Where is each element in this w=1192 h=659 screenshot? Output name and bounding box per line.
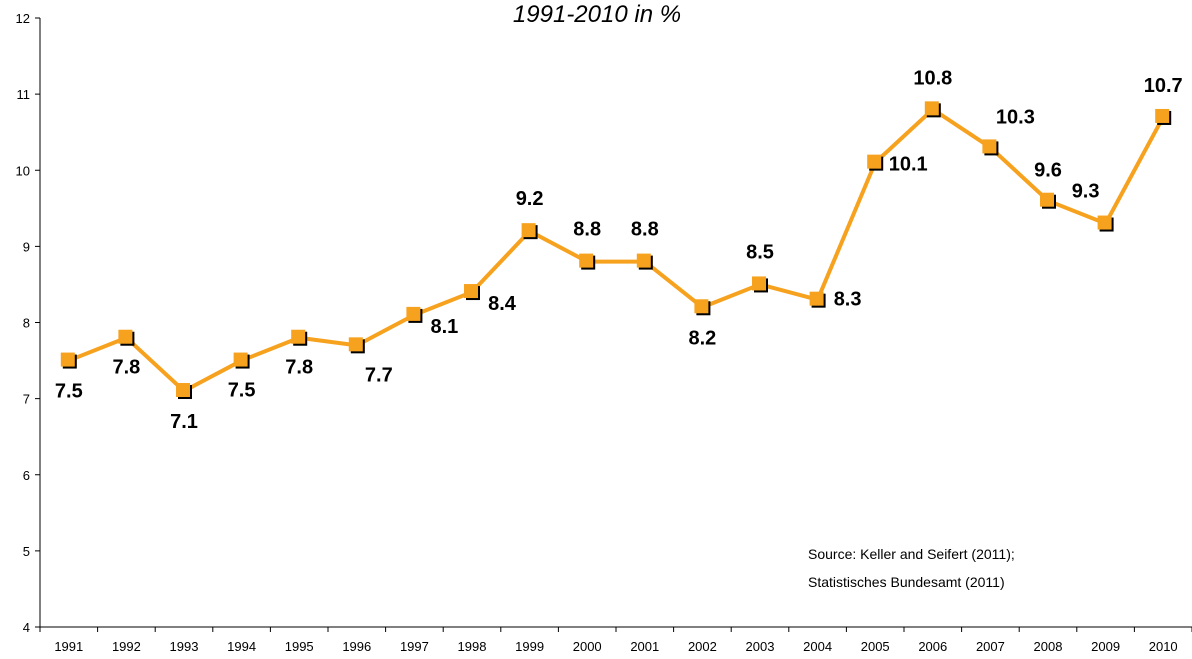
- x-tick-label: 2002: [688, 639, 717, 654]
- x-tick-label: 1999: [515, 639, 544, 654]
- data-label: 8.8: [573, 219, 601, 241]
- x-tick-label: 2009: [1091, 639, 1120, 654]
- marker: [291, 329, 306, 344]
- y-tick-label: 11: [17, 87, 31, 102]
- marker: [406, 306, 421, 321]
- x-tick-label: 1996: [342, 639, 371, 654]
- data-label: 10.3: [996, 106, 1035, 128]
- x-tick-label: 1998: [458, 639, 487, 654]
- source-note: Statistisches Bundesamt (2011): [808, 574, 1005, 590]
- data-label: 8.2: [688, 327, 716, 349]
- marker: [60, 352, 75, 367]
- data-label: 10.8: [913, 67, 952, 89]
- data-label: 8.1: [430, 316, 458, 338]
- data-label: 9.3: [1072, 181, 1100, 203]
- x-tick-label: 1992: [112, 639, 141, 654]
- y-tick-label: 5: [23, 544, 30, 559]
- marker: [867, 154, 882, 169]
- data-label: 7.1: [170, 411, 198, 433]
- x-tick-label: 1991: [54, 639, 83, 654]
- x-tick-label: 2010: [1149, 639, 1178, 654]
- data-label: 7.5: [55, 381, 83, 403]
- marker: [464, 284, 478, 299]
- y-tick-label: 8: [23, 316, 30, 331]
- y-tick-label: 6: [23, 468, 30, 483]
- marker: [636, 253, 651, 268]
- x-tick-label: 2003: [746, 639, 775, 654]
- data-label: 9.2: [516, 188, 544, 210]
- marker: [809, 291, 824, 306]
- marker: [348, 337, 363, 352]
- x-tick-label: 2005: [861, 639, 890, 654]
- x-tick-label: 2007: [976, 639, 1005, 654]
- data-label: 7.7: [365, 364, 393, 386]
- marker: [579, 253, 594, 268]
- x-tick-label: 1997: [400, 639, 429, 654]
- y-tick-label: 7: [23, 392, 30, 407]
- marker: [924, 101, 939, 116]
- marker: [982, 139, 997, 154]
- marker: [694, 299, 709, 314]
- y-tick-label: 10: [16, 163, 30, 178]
- marker: [176, 383, 190, 398]
- x-tick-label: 2004: [803, 639, 832, 654]
- y-tick-label: 9: [23, 239, 30, 254]
- x-tick-label: 1993: [170, 639, 199, 654]
- data-label: 9.6: [1034, 160, 1062, 182]
- x-tick-label: 2000: [573, 639, 602, 654]
- y-tick-label: 4: [23, 620, 30, 635]
- data-label: 7.5: [228, 380, 256, 402]
- marker: [1040, 192, 1054, 207]
- x-tick-label: 1994: [227, 639, 256, 654]
- y-tick-label: 12: [16, 11, 30, 26]
- chart-title: 1991-2010 in %: [513, 1, 681, 28]
- x-tick-label: 2001: [630, 639, 659, 654]
- x-tick-label: 2008: [1034, 639, 1063, 654]
- marker: [233, 352, 248, 367]
- x-tick-label: 2006: [918, 639, 947, 654]
- data-label: 10.1: [889, 154, 928, 176]
- data-label: 8.3: [834, 289, 862, 311]
- data-label: 8.8: [631, 219, 659, 241]
- data-label: 7.8: [112, 357, 140, 379]
- marker: [1155, 108, 1170, 123]
- data-label: 7.8: [285, 357, 313, 379]
- marker: [1097, 215, 1112, 230]
- marker: [521, 223, 536, 238]
- series-line: [68, 107, 1165, 394]
- data-label: 8.5: [746, 241, 774, 263]
- x-tick-label: 1995: [285, 639, 314, 654]
- data-label: 10.7: [1144, 75, 1183, 97]
- source-note: Source: Keller and Seifert (2011);: [808, 546, 1015, 562]
- marker: [118, 329, 133, 344]
- marker: [752, 276, 766, 291]
- data-label: 8.4: [488, 293, 517, 315]
